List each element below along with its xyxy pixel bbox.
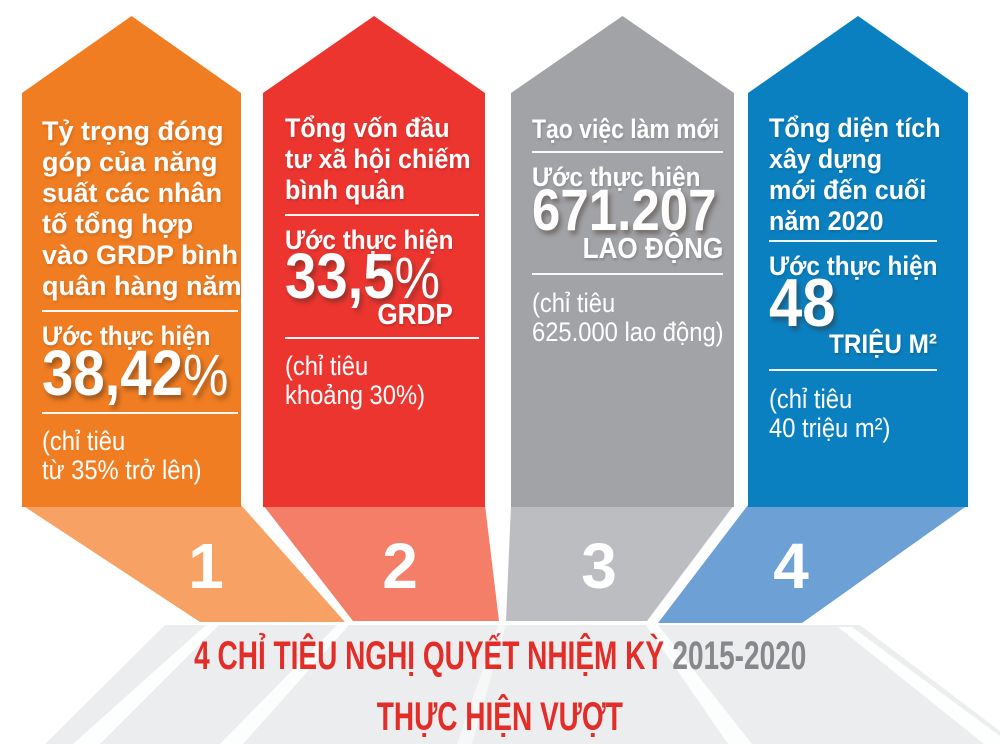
- value-number: 671.207: [532, 178, 717, 243]
- column-2-tail-shape: [263, 505, 499, 621]
- fan-streak-right-2: [838, 627, 1000, 744]
- heading-line: Tạo việc làm mới: [532, 114, 720, 144]
- column-4-heading: Tổng diện tích xây dựng mới đến cuối năm…: [769, 113, 941, 237]
- footer-title-line2: THỰC HIỆN VƯỢT: [0, 697, 1000, 737]
- step-number-3: 3: [581, 530, 617, 602]
- target-line: 40 triệu m²): [769, 413, 891, 443]
- column-4-estimate-label: Ước thực hiện: [769, 251, 938, 281]
- heading-line: tố tổng hợp: [42, 209, 194, 239]
- column-3-arrow-shape: [511, 16, 734, 507]
- fan-streak-center: [457, 625, 506, 744]
- column-4-tail-shape: [658, 505, 968, 623]
- column-2-divider-top: [285, 214, 479, 216]
- column-3-value: 671.207: [532, 182, 716, 240]
- column-1-divider-top: [42, 310, 238, 312]
- fan-streak-left-2: [220, 625, 349, 744]
- target-line: (chỉ tiêu: [532, 288, 616, 318]
- column-4-content: Tổng diện tích xây dựng mới đến cuối năm…: [769, 113, 941, 443]
- heading-line: mới đến cuối: [769, 175, 927, 205]
- value-number: 48: [769, 265, 836, 341]
- column-1-target: (chỉ tiêu từ 35% trở lên): [42, 427, 214, 485]
- heading-line: bình quân: [285, 175, 405, 205]
- column-1-tail-shape: [22, 505, 345, 622]
- column-2-content: Tổng vốn đầu tư xã hội chiếm bình quân Ư…: [285, 113, 479, 410]
- heading-line: Tổng diện tích: [769, 113, 941, 143]
- heading-line: tư xã hội chiếm: [285, 144, 471, 174]
- step-number-4: 4: [773, 530, 809, 602]
- heading-line: vào GRDP bình: [42, 240, 239, 270]
- footer-title-period: 2015-2020: [672, 634, 807, 678]
- column-1-value: 38,42%: [42, 341, 228, 405]
- heading-line: xây dựng: [769, 144, 883, 174]
- fan-streak-left-1: [73, 625, 219, 744]
- target-line: từ 35% trở lên): [42, 455, 202, 485]
- column-4-divider-bottom: [769, 369, 937, 371]
- column-3-content: Tạo việc làm mới Ước thực hiện 671.207 L…: [532, 114, 724, 347]
- heading-line: quân hàng năm: [42, 271, 242, 301]
- column-2-estimate-label: Ước thực hiện: [285, 225, 454, 255]
- target-line: (chỉ tiêu: [769, 384, 853, 414]
- column-1-heading: Tỷ trọng đóng góp của năng suất các nhân…: [42, 116, 242, 302]
- target-line: (chỉ tiêu: [42, 426, 126, 456]
- step-number-2: 2: [382, 530, 418, 602]
- value-unit: %: [182, 343, 229, 408]
- heading-line: góp của năng: [42, 147, 218, 177]
- footer-title-line1: 4 CHỈ TIÊU NGHỊ QUYẾT NHIỆM KỲ 2015-2020: [0, 636, 1000, 676]
- column-3-divider-bottom: [532, 273, 723, 275]
- heading-line: Tỷ trọng đóng: [42, 116, 224, 146]
- column-4-arrow-shape: [748, 16, 968, 507]
- column-1-content: Tỷ trọng đóng góp của năng suất các nhân…: [42, 116, 242, 485]
- fan-streak-right-1: [646, 625, 752, 744]
- value-unit: %: [394, 246, 441, 311]
- footer-title-main: 4 CHỈ TIÊU NGHỊ QUYẾT NHIỆM KỲ: [193, 634, 664, 678]
- column-3-heading: Tạo việc làm mới: [532, 114, 720, 145]
- heading-line: năm 2020: [769, 206, 884, 236]
- target-line: khoảng 30%): [285, 380, 426, 410]
- column-4-divider-top: [769, 240, 937, 242]
- column-2-value: 33,5%: [285, 244, 456, 308]
- heading-line: Tổng vốn đầu: [285, 113, 450, 143]
- column-1-divider-bottom: [42, 412, 238, 414]
- footer-title-sub: THỰC HIỆN VƯỢT: [376, 695, 624, 739]
- column-2-arrow-shape: [263, 16, 485, 507]
- target-line: (chỉ tiêu: [285, 351, 369, 381]
- column-4-target: (chỉ tiêu 40 triệu m²): [769, 385, 917, 443]
- column-4-value: 48: [769, 269, 917, 337]
- column-2-target: (chỉ tiêu khoảng 30%): [285, 352, 456, 410]
- column-2-heading: Tổng vốn đầu tư xã hội chiếm bình quân: [285, 113, 471, 206]
- footer-band-shape: [45, 625, 1000, 744]
- target-line: 625.000 lao động): [532, 317, 724, 347]
- column-3-estimate-label: Ước thực hiện: [532, 162, 701, 192]
- column-4-value-sub: TRIỆU M²: [829, 329, 937, 359]
- column-3-target: (chỉ tiêu 625.000 lao động): [532, 288, 724, 347]
- column-3-divider-top: [532, 151, 723, 153]
- column-3-value-sub: LAO ĐỘNG: [582, 233, 723, 265]
- heading-line: suất các nhân: [42, 178, 223, 208]
- column-2-value-sub: GRDP: [377, 299, 453, 331]
- value-number: 33,5: [285, 240, 395, 312]
- column-2-divider-bottom: [285, 337, 479, 339]
- step-number-1: 1: [188, 530, 224, 602]
- column-1-estimate-label: Ước thực hiện: [42, 321, 211, 351]
- value-number: 38,42: [42, 337, 183, 409]
- column-3-tail-shape: [506, 505, 734, 621]
- column-1-arrow-shape: [22, 16, 241, 507]
